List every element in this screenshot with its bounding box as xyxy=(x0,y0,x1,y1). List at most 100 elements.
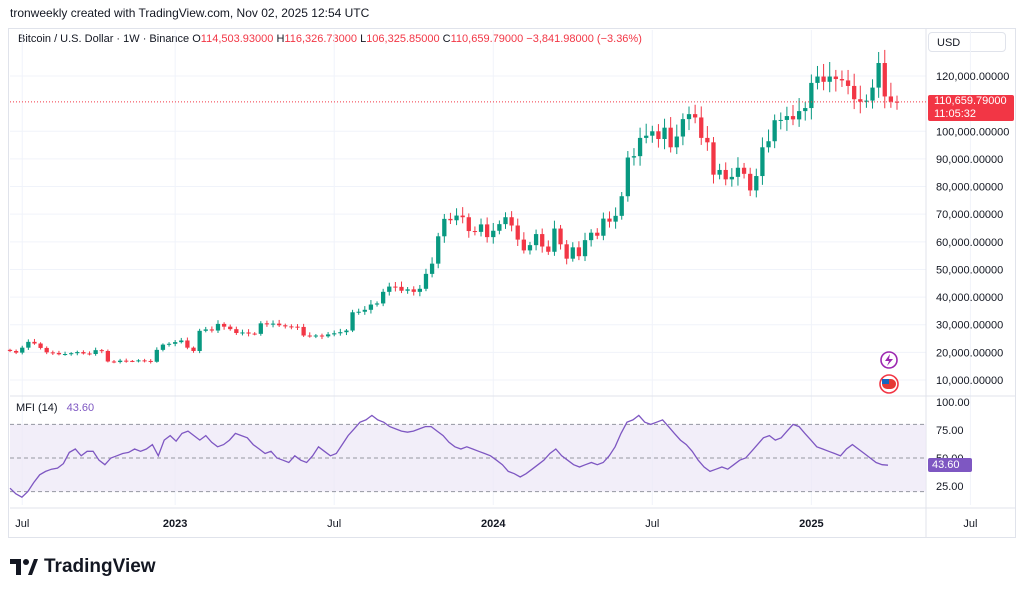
candle-body xyxy=(368,304,374,310)
time-tick-label: Jul xyxy=(327,518,341,530)
mfi-legend: MFI (14) 43.60 xyxy=(16,402,94,414)
candle-body xyxy=(130,360,135,362)
candle-body xyxy=(258,323,263,334)
event-icons[interactable] xyxy=(876,350,902,398)
price-tick-label: 50,000.00000 xyxy=(936,264,1003,276)
candle-body xyxy=(613,215,618,222)
candle-body xyxy=(546,246,551,252)
price-tick-label: 80,000.00000 xyxy=(936,182,1003,194)
last-price-tag: 110,659.79000 11:05:32 xyxy=(928,95,1014,121)
candle-body xyxy=(503,217,508,225)
price-tick-label: 90,000.00000 xyxy=(936,154,1003,166)
candle-body xyxy=(699,117,704,138)
price-tick-label: 60,000.00000 xyxy=(936,237,1003,249)
candle-body xyxy=(686,114,692,120)
candle-body xyxy=(81,352,86,354)
candle-body xyxy=(429,263,435,274)
candle-body xyxy=(442,218,447,237)
candle-body xyxy=(515,225,520,240)
candle-body xyxy=(38,343,43,348)
candle-body xyxy=(142,360,147,362)
candle-body xyxy=(491,230,496,238)
candle-body xyxy=(644,135,649,138)
candle-body xyxy=(533,234,539,246)
candle-body xyxy=(270,323,276,325)
candle-body xyxy=(13,350,19,353)
candle-body xyxy=(466,217,471,232)
candle-body xyxy=(197,330,202,351)
candle-body xyxy=(405,289,410,291)
candle-body xyxy=(307,335,312,337)
candle-body xyxy=(784,116,790,120)
candle-body xyxy=(692,114,698,118)
candle-body xyxy=(876,63,881,88)
chart-caption: tronweekly created with TradingView.com,… xyxy=(10,6,370,20)
high-value: 116,326.73000 xyxy=(284,33,357,45)
candle-body xyxy=(662,127,667,140)
candle-body xyxy=(99,350,104,352)
candle-body xyxy=(338,332,343,334)
candle-body xyxy=(711,142,716,175)
tradingview-logo-icon xyxy=(10,559,38,575)
change-value: −3,841.98000 (−3.36%) xyxy=(526,33,642,45)
candle-body xyxy=(576,247,582,257)
price-tick-label: 30,000.00000 xyxy=(936,320,1003,332)
candle-body xyxy=(228,326,233,330)
candle-body xyxy=(32,341,37,344)
candle-body xyxy=(87,353,92,355)
candle-body xyxy=(393,286,398,288)
low-label: L xyxy=(360,33,367,45)
candle-body xyxy=(619,196,624,216)
high-label: H xyxy=(276,33,285,45)
candle-body xyxy=(882,63,887,97)
candle-body xyxy=(760,147,765,177)
close-value: 110,659.79000 xyxy=(450,33,524,45)
candle-body xyxy=(399,286,404,291)
candle-body xyxy=(44,347,49,353)
candle-body xyxy=(607,218,612,222)
lightning-icon[interactable] xyxy=(880,351,898,369)
candle-body xyxy=(221,323,227,327)
candle-body xyxy=(7,349,13,351)
candle-body xyxy=(436,236,441,264)
chart-frame xyxy=(8,28,1016,538)
candle-body xyxy=(319,335,325,337)
candle-body xyxy=(362,309,367,312)
candle-body xyxy=(754,176,759,191)
candle-body xyxy=(637,137,643,157)
candle-body xyxy=(166,343,172,345)
candle-body xyxy=(650,131,655,136)
candle-body xyxy=(111,361,117,363)
close-label: C xyxy=(442,33,451,45)
candle-body xyxy=(381,291,386,304)
candle-body xyxy=(631,156,637,158)
us-flag-icon[interactable] xyxy=(879,374,899,394)
candle-body xyxy=(56,352,62,355)
candle-body xyxy=(117,360,123,363)
candle-body xyxy=(809,82,814,109)
candle-body xyxy=(478,224,484,232)
candle-body xyxy=(833,76,838,80)
candle-body xyxy=(277,323,282,326)
candle-body xyxy=(821,76,826,82)
mfi-last-tag: 43.60 xyxy=(928,458,972,472)
price-tick-label: 100,000.00000 xyxy=(936,126,1009,138)
candle-body xyxy=(240,332,245,334)
mfi-tick-label: 100.00 xyxy=(936,397,970,409)
currency-selector[interactable]: USD xyxy=(928,32,1006,52)
candle-body xyxy=(735,167,741,177)
candle-body xyxy=(705,137,710,143)
candle-body xyxy=(778,119,783,121)
candle-body xyxy=(588,232,594,241)
symbol-label: Bitcoin / U.S. Dollar · 1W · Binance xyxy=(18,33,190,45)
candle-body xyxy=(246,332,251,334)
candle-body xyxy=(289,326,294,328)
candle-body xyxy=(313,335,319,337)
candle-body xyxy=(827,76,832,82)
candle-body xyxy=(252,333,257,335)
candle-body xyxy=(582,240,588,257)
candle-body xyxy=(852,85,857,100)
time-tick-label: 2025 xyxy=(799,518,823,530)
bar-countdown: 11:05:32 xyxy=(934,108,977,120)
